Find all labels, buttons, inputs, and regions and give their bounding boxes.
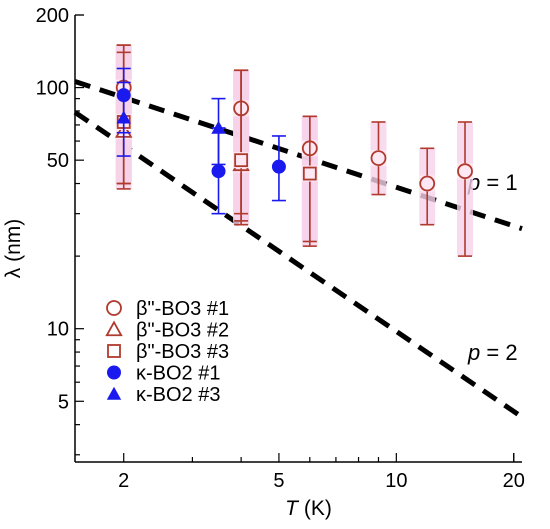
x-tick-label: 10: [385, 470, 407, 492]
fit-line-label-p: p: [467, 340, 480, 365]
fit-line-label: p = 2: [467, 340, 518, 365]
y-tick-label: 100: [36, 78, 69, 100]
fit-line-label-eq: = 2: [480, 340, 517, 365]
y-tick-label: 200: [36, 5, 69, 27]
data-point: [211, 164, 226, 179]
x-axis-label: T (K): [285, 497, 332, 520]
y-tick-label: 10: [47, 319, 69, 341]
legend-marker: [105, 320, 123, 337]
legend-label: κ-BO2 #3: [136, 384, 220, 406]
y-axis-label: λ (nm): [2, 219, 25, 279]
legend-label: κ-BO2 #1: [136, 363, 220, 385]
y-tick-label: 50: [47, 150, 69, 172]
data-point: [457, 163, 473, 180]
fit-line-label: p = 1: [467, 170, 518, 195]
fit-lines: p = 1 p = 2: [73, 79, 524, 420]
axes: 5 10 50 100 200 2 5 10 20: [36, 5, 525, 492]
x-axis-label-var: T: [285, 497, 300, 520]
series: [114, 51, 250, 226]
x-axis-label-unit: (K): [298, 497, 332, 520]
data-point: [234, 153, 249, 168]
fit-line-label-eq: = 1: [480, 170, 517, 195]
marker-bg: [301, 165, 318, 182]
y-tick-label: 5: [58, 391, 69, 413]
legend-marker: [106, 300, 122, 316]
marker-bg: [233, 152, 250, 169]
data-point: [271, 159, 286, 174]
series: [115, 44, 318, 247]
legend: β"-BO3 #1β"-BO3 #2β"-BO3 #3κ-BO2 #1κ-BO2…: [105, 298, 229, 406]
data-point: [302, 166, 317, 181]
marker-bg: [419, 175, 436, 192]
data-point: [370, 150, 387, 166]
x-tick-label: 5: [273, 470, 284, 492]
x-tick-label: 20: [503, 470, 525, 492]
x-tick-label: 2: [118, 470, 129, 492]
data-point: [211, 120, 226, 134]
series: [116, 81, 226, 166]
fit-line: [73, 110, 524, 420]
data-point: [419, 175, 436, 192]
legend-label: β"-BO3 #2: [136, 320, 229, 342]
legend-marker: [106, 386, 122, 400]
legend-marker: [107, 344, 121, 358]
marker-bg: [370, 150, 387, 167]
data-marks: [114, 44, 474, 257]
fit-line: [74, 79, 523, 232]
legend-label: β"-BO3 #3: [136, 341, 229, 363]
legend-marker: [107, 365, 121, 380]
data-point: [116, 110, 131, 124]
marker-bg: [457, 163, 474, 180]
legend-label: β"-BO3 #1: [136, 298, 229, 320]
